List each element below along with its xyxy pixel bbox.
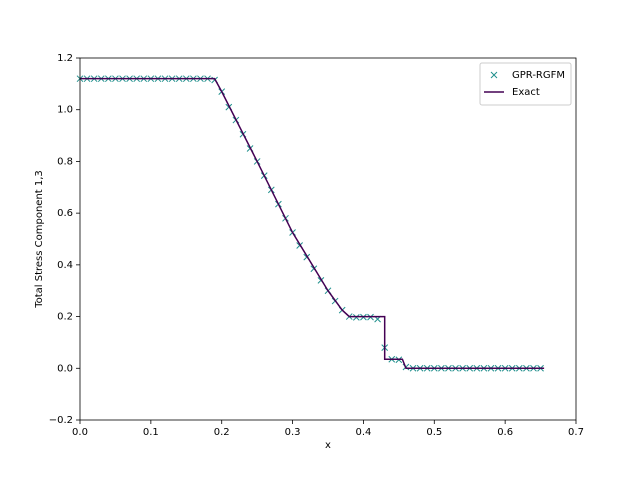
legend-marker [490, 71, 498, 79]
plot-frame [79, 57, 577, 421]
y-tick-label: 1.0 [57, 105, 73, 116]
x-tick-label: 0.7 [568, 427, 584, 438]
x-tick-label: 0.6 [497, 427, 513, 438]
y-tick-label: −0.2 [49, 415, 73, 426]
data-point [352, 313, 360, 321]
legend-label: Exact [512, 87, 540, 98]
y-axis-label: Total Stress Component 1,3 [34, 170, 45, 309]
x-tick-label: 0.4 [355, 427, 371, 438]
legend-box [479, 62, 572, 106]
x-tick-label: 0.0 [72, 427, 88, 438]
x-tick-label: 0.1 [143, 427, 159, 438]
x-tick-label: 0.2 [214, 427, 230, 438]
y-tick-label: 0.2 [57, 312, 73, 323]
data-line [80, 77, 545, 370]
x-tick-label: 0.5 [426, 427, 442, 438]
y-tick-label: 0.0 [57, 363, 73, 374]
y-tick-label: 1.2 [57, 53, 73, 64]
x-tick-label: 0.3 [285, 427, 301, 438]
y-tick-label: 0.4 [57, 260, 73, 271]
y-tick-label: 0.8 [57, 156, 73, 167]
y-tick-label: 0.6 [57, 208, 73, 219]
x-axis-label: x [325, 440, 331, 451]
legend-label: GPR-RGFM [512, 70, 565, 81]
